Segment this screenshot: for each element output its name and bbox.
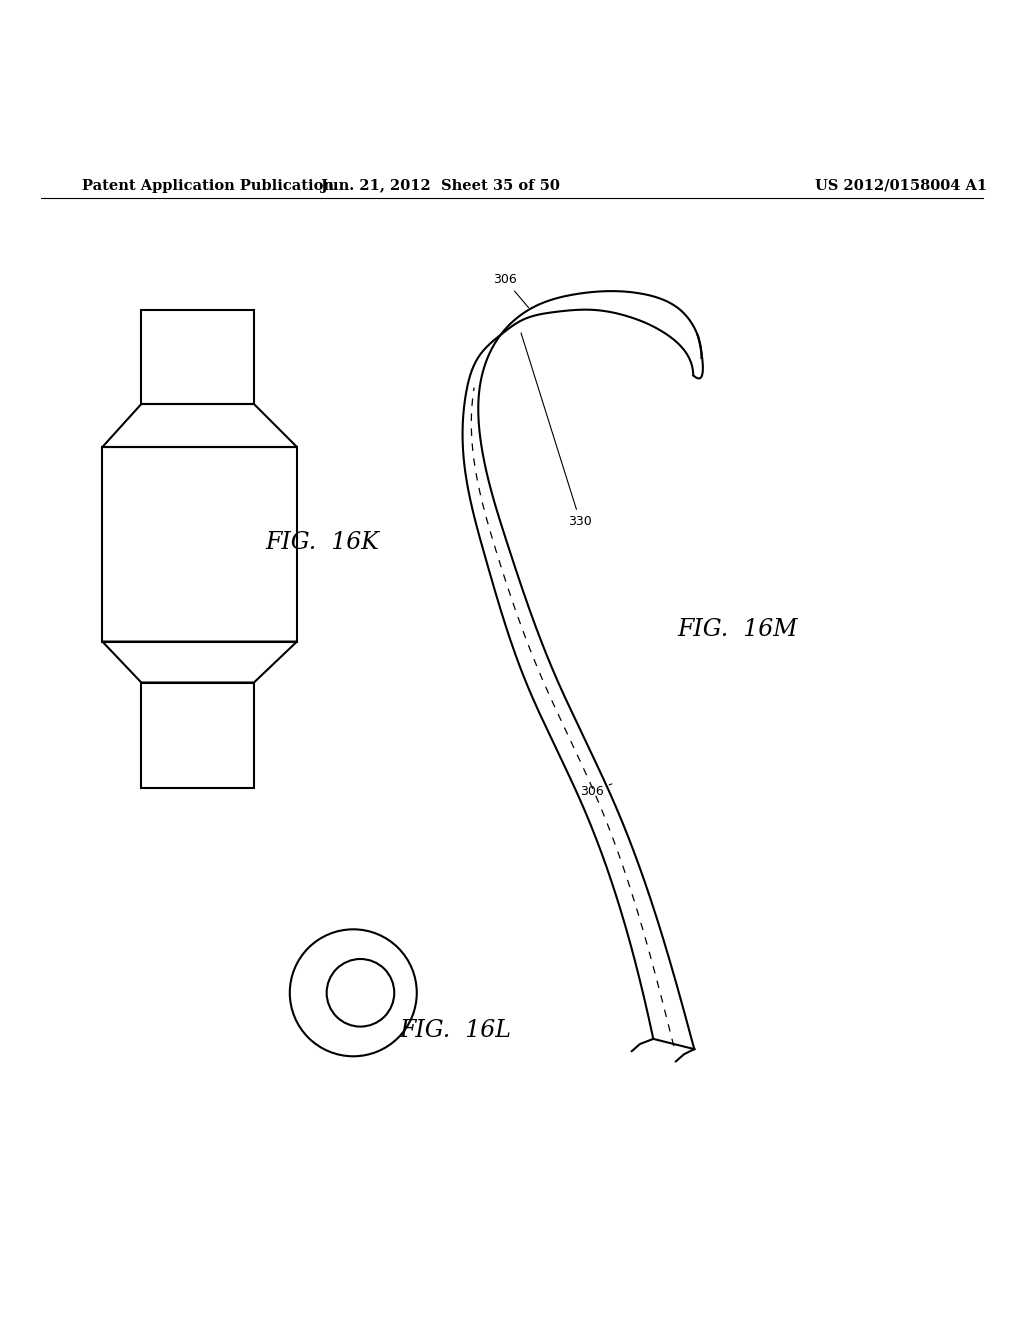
Text: FIG.  16K: FIG. 16K [265, 531, 380, 554]
Text: Jun. 21, 2012  Sheet 35 of 50: Jun. 21, 2012 Sheet 35 of 50 [321, 180, 560, 193]
Text: FIG.  16M: FIG. 16M [677, 618, 798, 640]
Text: FIG.  16L: FIG. 16L [399, 1019, 512, 1043]
Text: 306: 306 [493, 273, 528, 308]
Bar [102, 447, 297, 642]
Bar [141, 682, 254, 788]
Text: 330: 330 [521, 333, 592, 528]
Text: US 2012/0158004 A1: US 2012/0158004 A1 [815, 180, 987, 193]
Text: Patent Application Publication: Patent Application Publication [82, 180, 334, 193]
Text: 306: 306 [580, 784, 611, 799]
Bar [141, 310, 254, 404]
